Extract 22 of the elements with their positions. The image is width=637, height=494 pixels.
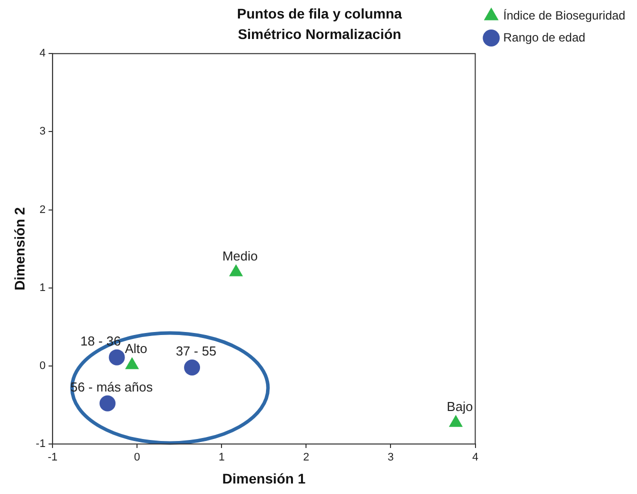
y-tick-label: 4 xyxy=(39,48,46,60)
y-tick-label: 3 xyxy=(39,126,46,138)
y-tick-label: 2 xyxy=(39,204,46,216)
x-tick-label: 3 xyxy=(388,452,394,464)
annotation: Medio xyxy=(222,248,258,264)
y-axis-title: Dimensión 2 xyxy=(11,206,28,290)
chart-title: Puntos de fila y columna xyxy=(237,5,402,22)
chart-subtitle: Simétrico Normalización xyxy=(238,26,402,42)
legend-label: Rango de edad xyxy=(503,30,586,44)
annotation: Bajo xyxy=(446,398,473,414)
x-tick-label: 0 xyxy=(134,452,140,464)
x-tick-label: 4 xyxy=(472,452,478,464)
x-tick-label: 2 xyxy=(303,452,310,464)
annotation: 37 - 55 xyxy=(176,344,216,359)
x-tick-label: -1 xyxy=(48,452,58,464)
x-axis-title: Dimensión 1 xyxy=(222,470,306,486)
y-tick-label: 0 xyxy=(39,360,46,372)
y-tick-label: -1 xyxy=(36,438,46,450)
legend-label: Índice de Bioseguridad xyxy=(503,8,626,22)
x-tick-label: 1 xyxy=(218,452,225,464)
y-tick-label: 1 xyxy=(39,282,46,294)
annotation: Alto xyxy=(124,341,148,356)
